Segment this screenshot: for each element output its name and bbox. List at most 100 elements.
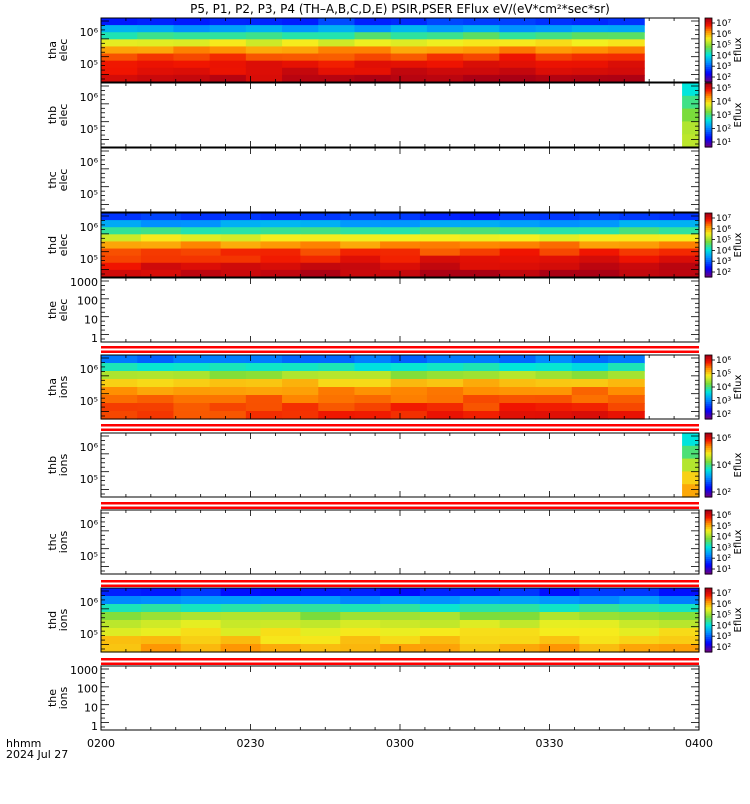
colorbar-swatch: [705, 37, 712, 40]
heatmap-cell: [499, 363, 537, 372]
colorbar-swatch: [705, 552, 712, 556]
colorbar-swatch: [705, 492, 712, 496]
heatmap-cell: [535, 60, 573, 69]
heatmap-cell: [354, 403, 392, 412]
heatmap-cell: [101, 644, 142, 653]
colorbar-tick-label: 10¹: [716, 138, 731, 148]
heatmap-cell: [539, 588, 580, 597]
colorbar-swatch: [705, 142, 712, 146]
y-tick-label: 10⁵: [80, 253, 98, 266]
heatmap-cell: [101, 234, 142, 243]
heatmap-cell: [659, 227, 700, 235]
heatmap-cell: [180, 636, 222, 645]
heatmap-cell: [579, 255, 620, 264]
colorbar-swatch: [705, 20, 712, 23]
heatmap-cell: [140, 604, 182, 613]
colorbar-swatch: [705, 406, 712, 409]
heatmap-cell: [535, 46, 573, 55]
heatmap-cell: [459, 620, 501, 629]
heatmap-cell: [539, 220, 580, 228]
colorbar-swatch: [705, 447, 712, 451]
heatmap-cell: [682, 95, 700, 110]
colorbar-swatch: [705, 527, 712, 530]
heatmap-cell: [390, 363, 428, 372]
colorbar-swatch: [705, 234, 712, 238]
time-tick-label: 0400: [685, 737, 713, 750]
colorbar-tick-label: 10³: [716, 111, 731, 121]
colorbar-swatch: [705, 117, 712, 120]
heatmap-cell: [137, 53, 175, 62]
colorbar-tick-label: 10³: [716, 632, 731, 642]
heatmap-cell: [180, 241, 222, 250]
heatmap-cell: [463, 387, 500, 396]
heatmap-cell: [180, 604, 222, 613]
heatmap-cell: [579, 248, 620, 257]
heatmap-cell: [499, 234, 541, 243]
heatmap-cell: [659, 644, 700, 653]
colorbar-swatch: [705, 469, 712, 472]
heatmap-cell: [463, 67, 500, 76]
heatmap-cell: [380, 596, 421, 605]
heatmap-cell: [419, 612, 461, 621]
heatmap-cell: [140, 262, 182, 271]
separator-band: [101, 424, 699, 427]
heatmap-cell: [101, 620, 142, 629]
heatmap-cell: [499, 596, 541, 605]
heatmap-cell: [607, 371, 645, 380]
heatmap-cell: [101, 220, 142, 228]
panel-frame: [100, 277, 700, 343]
heatmap-cell: [390, 67, 428, 76]
y-tick-label: 10⁶: [80, 518, 99, 531]
heatmap-cell: [607, 411, 645, 420]
colorbar-tick-label: 10⁶: [716, 600, 731, 610]
time-axis-date: 2024 Jul 27: [6, 748, 68, 761]
colorbar-swatch: [705, 387, 712, 390]
colorbar-tick-label: 10⁴: [716, 621, 731, 631]
heatmap-cell: [419, 227, 461, 235]
colorbar-tick-label: 10³: [716, 543, 731, 553]
heatmap-cell: [173, 67, 211, 76]
heatmap-cell: [101, 612, 142, 621]
colorbar-swatch: [705, 567, 712, 571]
heatmap-cell: [282, 411, 319, 420]
heatmap-cell: [539, 604, 580, 613]
heatmap-cell: [300, 255, 341, 264]
heatmap-cell: [426, 395, 464, 404]
colorbar-swatch: [705, 482, 712, 485]
colorbar-swatch: [705, 374, 712, 377]
heatmap-cell: [354, 371, 392, 380]
heatmap-cell: [260, 588, 301, 597]
colorbar-tick-label: 10⁴: [716, 533, 731, 543]
colorbar-tick-label: 10²: [716, 125, 731, 135]
colorbar-swatch: [705, 361, 712, 365]
heatmap-cell: [682, 458, 700, 472]
heatmap-cell: [220, 620, 262, 629]
colorbar-swatch: [705, 445, 712, 449]
heatmap-cell: [619, 269, 660, 278]
heatmap-cell: [390, 403, 428, 412]
heatmap-cell: [499, 67, 537, 76]
heatmap-cell: [419, 636, 461, 645]
y-axis-label: ions: [57, 686, 70, 709]
heatmap-cell: [459, 220, 501, 228]
colorbar-swatch: [705, 611, 712, 615]
heatmap-cell: [220, 220, 262, 228]
heatmap-cell: [535, 411, 573, 420]
heatmap-cell: [300, 227, 341, 235]
colorbar-swatch: [705, 522, 712, 526]
heatmap-cell: [459, 227, 501, 235]
colorbar-swatch: [705, 609, 712, 613]
colorbar-swatch: [705, 372, 712, 375]
colorbar-swatch: [705, 266, 712, 270]
heatmap-cell: [220, 604, 262, 613]
heatmap-cell: [579, 636, 620, 645]
colorbar-swatch: [705, 262, 712, 265]
heatmap-cell: [173, 46, 211, 55]
heatmap-cell: [659, 596, 700, 605]
colorbar-swatch: [705, 556, 712, 560]
heatmap-cell: [137, 46, 175, 55]
colorbar-label: Eflux: [733, 374, 744, 399]
